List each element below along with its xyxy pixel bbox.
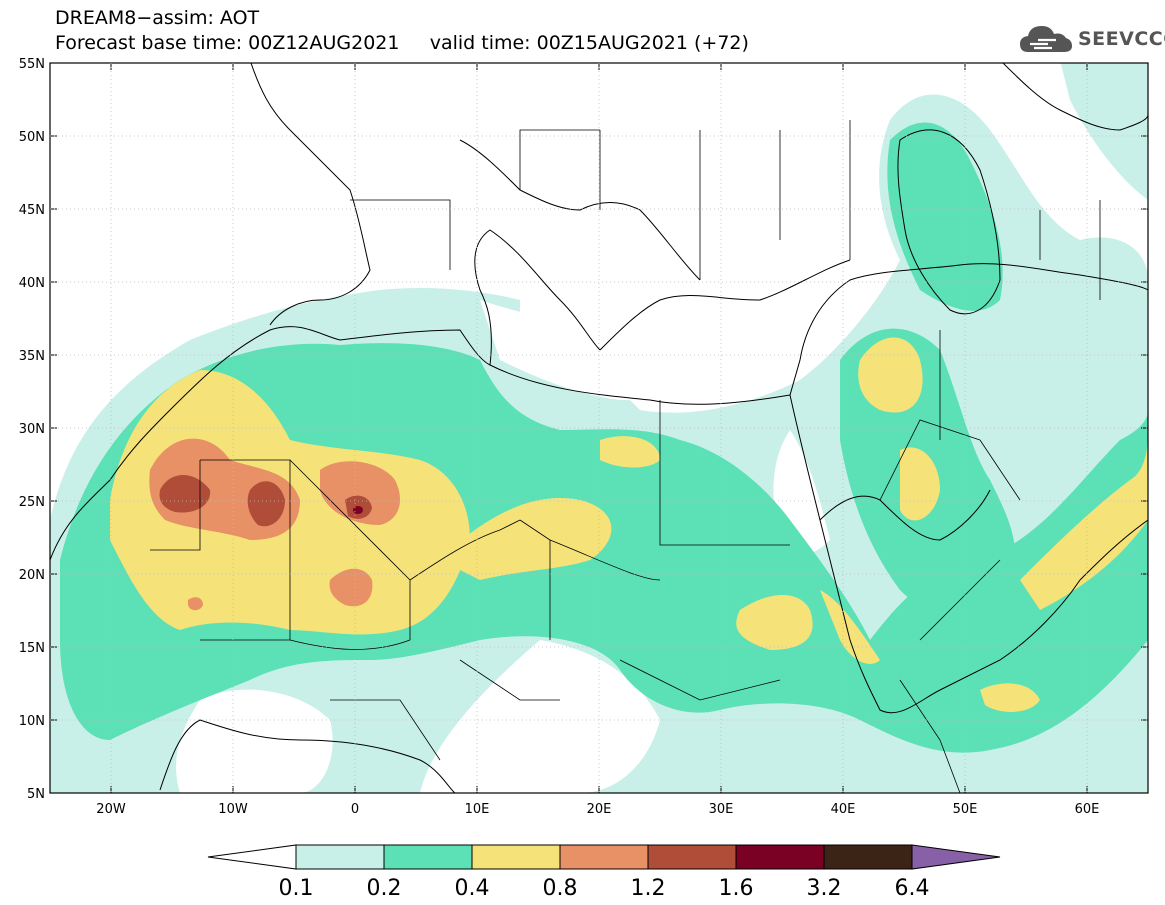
lat-label: 15N [19, 641, 45, 656]
lon-label: 40E [831, 802, 856, 817]
colorbar-label: 0.1 [279, 876, 314, 901]
colorbar-swatch [735, 844, 825, 870]
colorbar-swatch [559, 844, 649, 870]
lon-label: 10W [218, 802, 248, 817]
colorbar-swatch [383, 844, 473, 870]
colorbar-swatch [823, 844, 913, 870]
colorbar-label: 6.4 [895, 876, 930, 901]
aot-clear-areas [176, 300, 830, 793]
title: DREAM8−assim: AOT [55, 7, 260, 29]
colorbar-arrow-high [911, 844, 1001, 870]
lat-label: 50N [19, 130, 45, 145]
colorbar-label: 0.4 [455, 876, 490, 901]
colorbar-arrow-low [207, 844, 297, 870]
seevccc-logo: SEEVCCC [1018, 22, 1165, 56]
colorbar: 0.1 0.2 0.4 0.8 1.2 1.6 3.2 6.4 [207, 844, 1001, 901]
base-time: Forecast base time: 00Z12AUG2021 [55, 32, 400, 54]
lat-label: 55N [19, 57, 45, 72]
colorbar-label: 3.2 [807, 876, 842, 901]
colorbar-label: 0.8 [543, 876, 578, 901]
colorbar-swatch [295, 844, 385, 870]
colorbar-label: 1.6 [719, 876, 754, 901]
colorbar-label: 0.2 [367, 876, 402, 901]
lat-label: 40N [19, 276, 45, 291]
colorbar-swatch [647, 844, 737, 870]
cloud-icon [1020, 26, 1072, 52]
lat-label: 35N [19, 349, 45, 364]
country-borders [150, 120, 1101, 793]
longitude-axis: 20W 10W 0 10E 20E 30E 40E 50E 60E [96, 63, 1099, 817]
lon-label: 50E [953, 802, 978, 817]
lon-label: 30E [709, 802, 734, 817]
subtitle: Forecast base time: 00Z12AUG2021 valid t… [55, 31, 749, 56]
colorbar-swatch [471, 844, 561, 870]
lon-label: 20W [96, 802, 126, 817]
logo-text: SEEVCCC [1078, 28, 1165, 50]
header: DREAM8−assim: AOT Forecast base time: 00… [55, 6, 749, 56]
lat-label: 30N [19, 422, 45, 437]
lat-label: 45N [19, 203, 45, 218]
lon-label: 10E [465, 802, 490, 817]
lon-label: 20E [587, 802, 612, 817]
coastlines [50, 63, 1148, 793]
lon-label: 0 [351, 802, 359, 817]
aot-contour-1.6 [353, 506, 363, 514]
lat-label: 20N [19, 568, 45, 583]
valid-time: valid time: 00Z15AUG2021 (+72) [429, 32, 749, 54]
lon-label: 60E [1075, 802, 1100, 817]
lat-label: 10N [19, 714, 45, 729]
lat-label: 25N [19, 495, 45, 510]
colorbar-label: 1.2 [631, 876, 666, 901]
lat-label: 5N [27, 787, 45, 802]
